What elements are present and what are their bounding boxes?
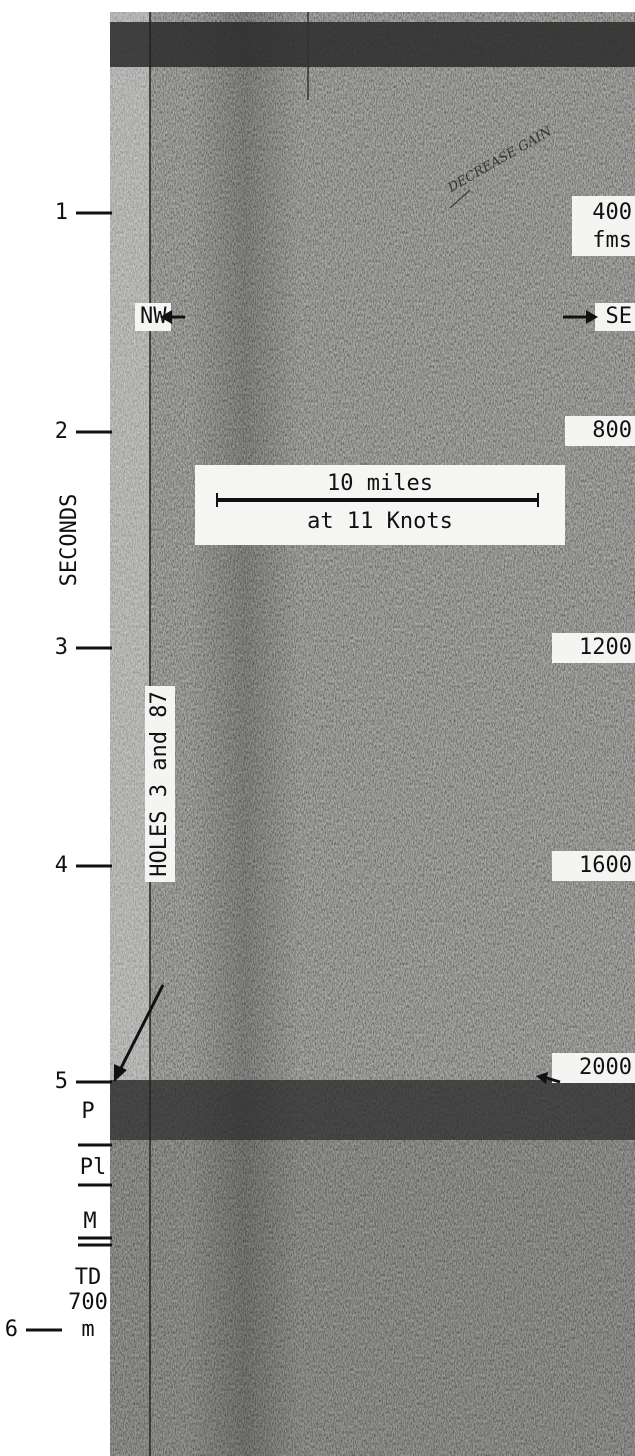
label-bg (565, 416, 635, 446)
direction: SE (606, 304, 633, 329)
depth-unit: fms (592, 228, 632, 253)
time-label: 6 (5, 1317, 18, 1342)
unit-label: TD (75, 1265, 102, 1290)
arrow (118, 984, 165, 1071)
label-bg (145, 686, 175, 882)
label-bg (595, 303, 635, 331)
arrowhead (536, 1072, 548, 1084)
record (110, 0, 635, 1456)
time-label: 5 (55, 1069, 68, 1094)
depth-label: 800 (592, 418, 632, 443)
unit-label: P (81, 1099, 94, 1124)
time-axis (26, 211, 112, 1332)
total-depth-unit: m (81, 1317, 94, 1342)
total-depth: 700 (68, 1290, 108, 1315)
scale-distance: 10 miles (327, 471, 433, 496)
unit-label: Pl (80, 1155, 107, 1180)
arrow (449, 189, 471, 209)
holes-label: HOLES 3 and 87 (147, 691, 172, 876)
arrowhead (114, 1064, 127, 1082)
scale-speed: at 11 Knots (307, 509, 453, 534)
unit-label: M (83, 1209, 96, 1234)
stratigraphy: P Pl M TD 700 m (68, 1092, 112, 1350)
time-label: 2 (55, 419, 68, 444)
depth-label: 1600 (579, 853, 632, 878)
time-label: 4 (55, 853, 68, 878)
label-bg (552, 633, 635, 663)
label-bg (552, 851, 635, 881)
time-label: 1 (55, 200, 68, 225)
label-bg (552, 1053, 635, 1083)
axis-title: SECONDS (57, 494, 82, 587)
depth-label: 400 (592, 200, 632, 225)
arrowhead (586, 310, 598, 324)
scale-bar: 10 miles at 11 Knots (195, 465, 565, 545)
time-label: 3 (55, 635, 68, 660)
depth-label: 2000 (579, 1055, 632, 1080)
depth-label: 1200 (579, 635, 632, 660)
arrowhead (160, 310, 172, 324)
label-bg (572, 196, 635, 256)
